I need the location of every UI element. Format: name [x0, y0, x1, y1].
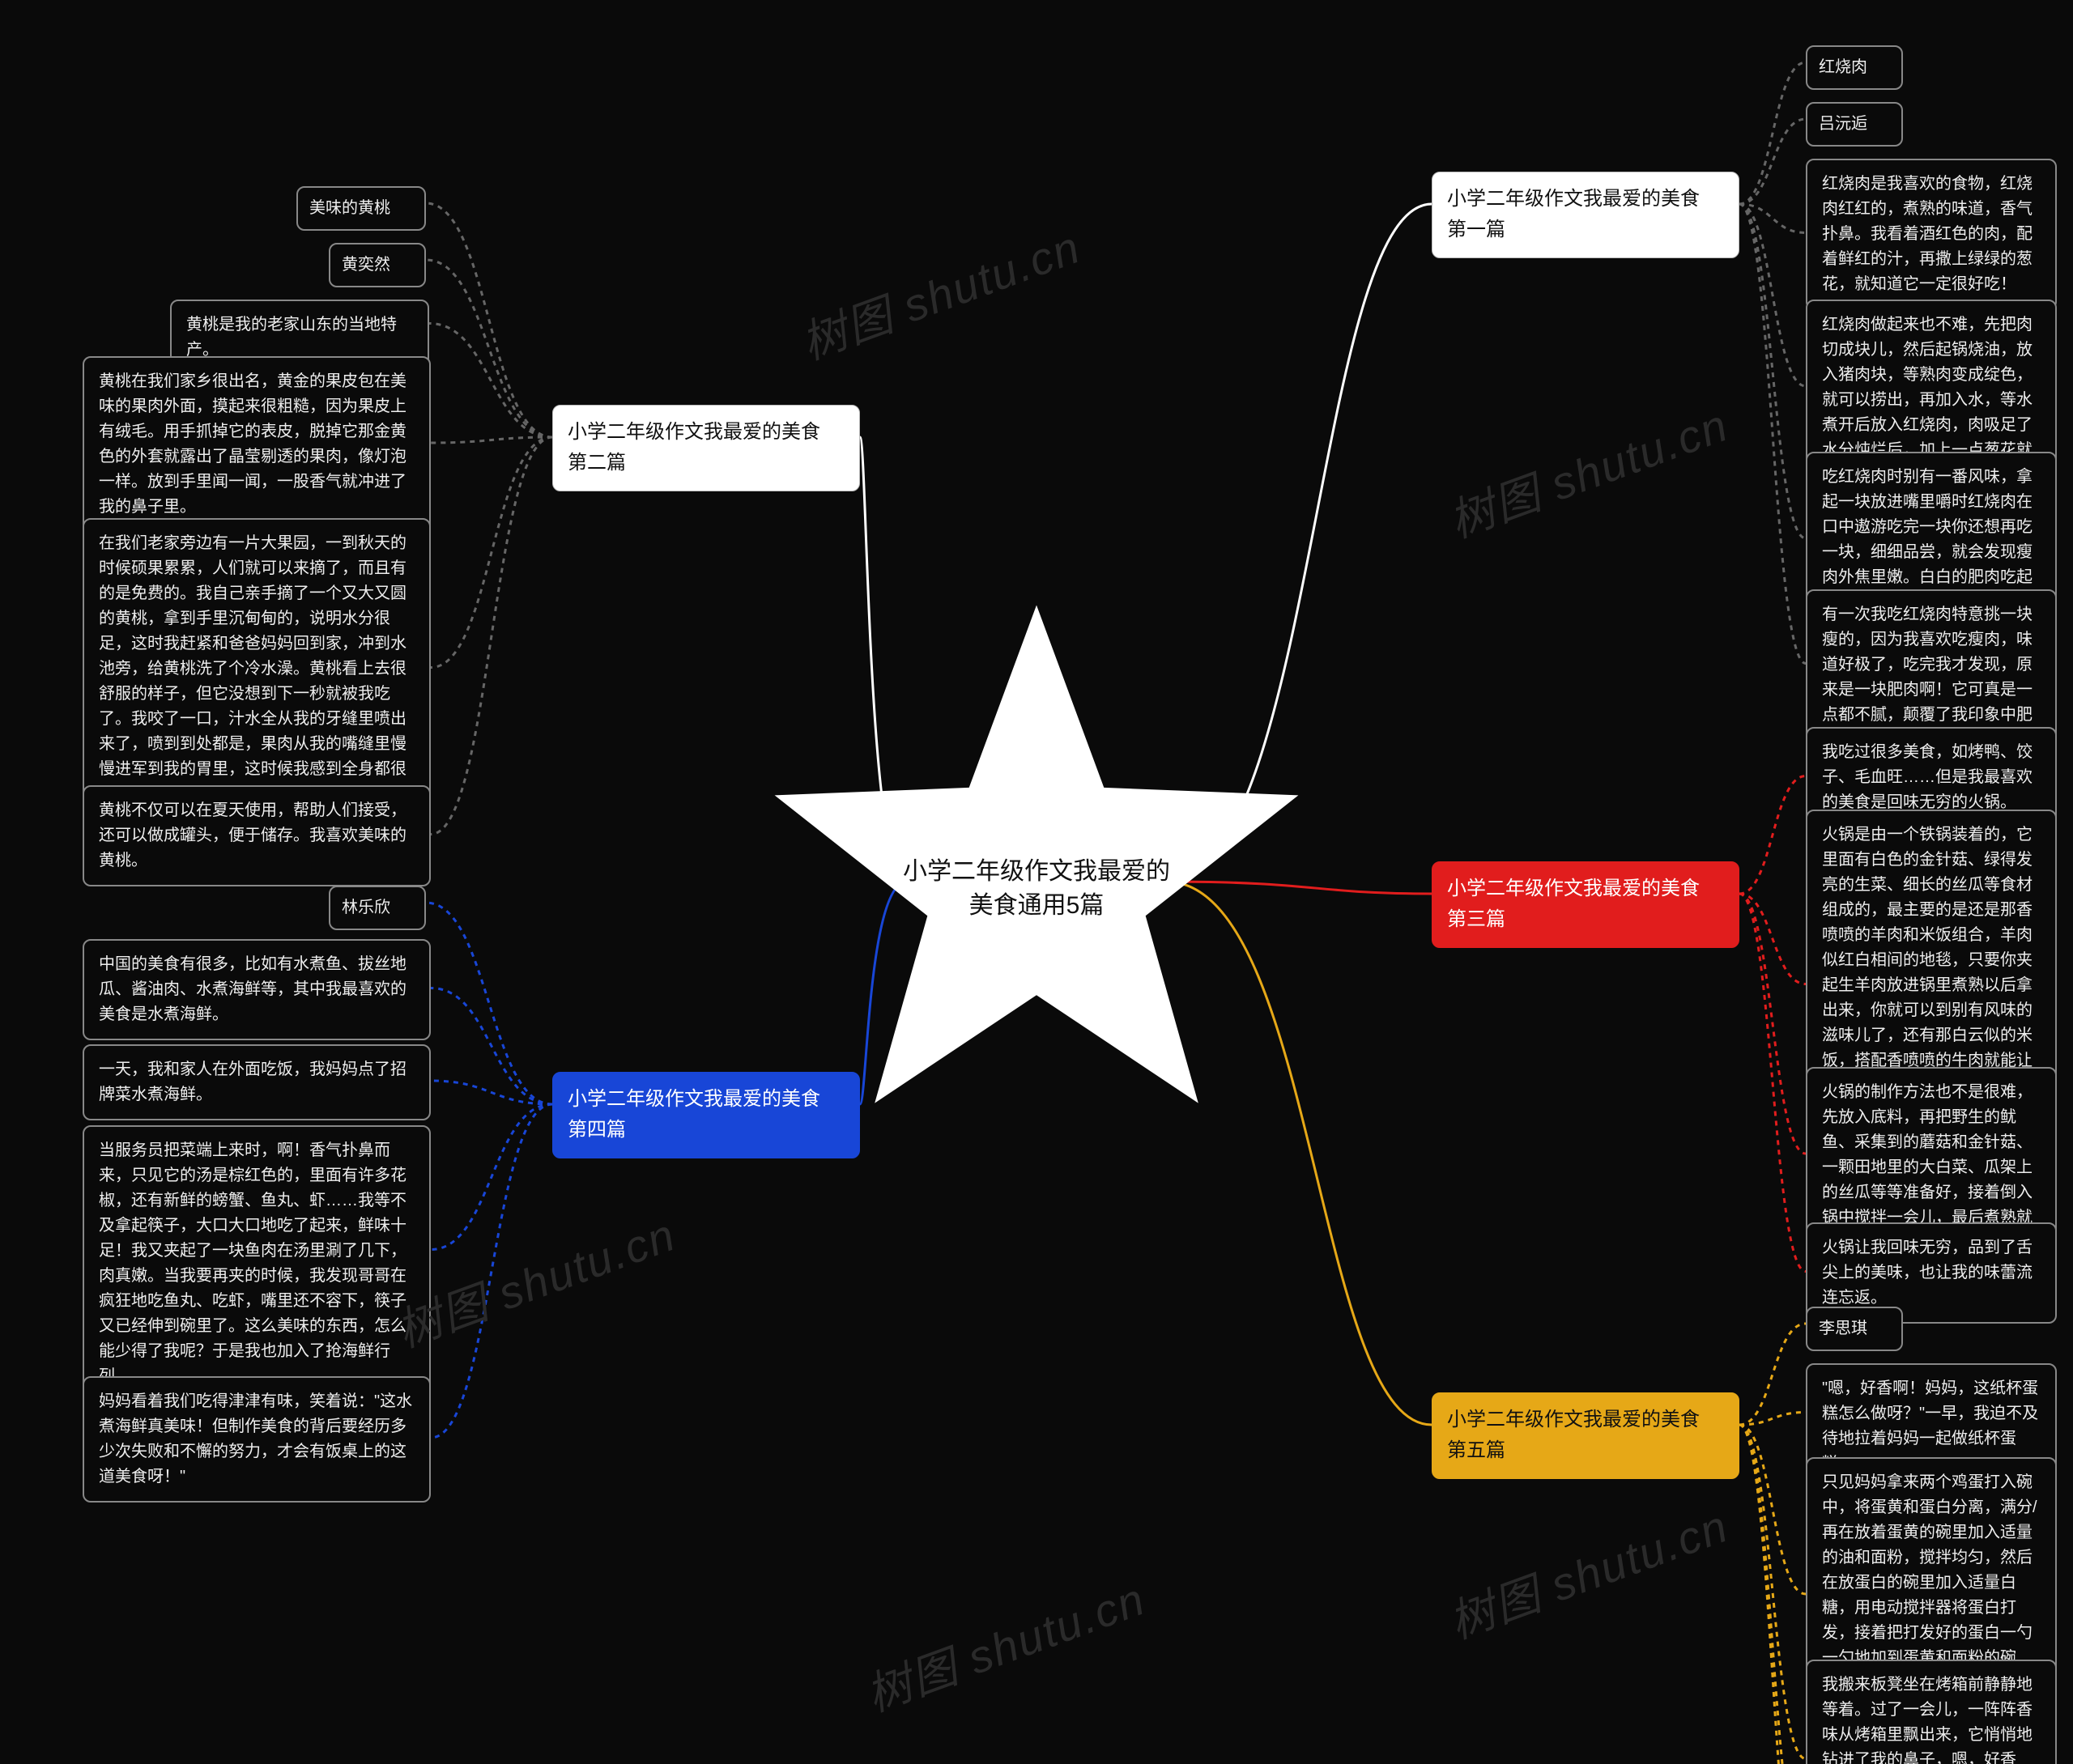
leaf-node: 黄桃不仅可以在夏天使用，帮助人们接受，还可以做成罐头，便于储存。我喜欢美味的黄桃…	[83, 785, 431, 886]
leaf-node: 当服务员把菜端上来时，啊！香气扑鼻而来，只见它的汤是棕红色的，里面有许多花椒，还…	[83, 1125, 431, 1402]
leaf-node: 在我们老家旁边有一片大果园，一到秋天的时候硕果累累，人们就可以来摘了，而且有的是…	[83, 518, 431, 820]
center-title: 小学二年级作文我最爱的 美食通用5篇	[891, 855, 1182, 923]
leaf-node: 中国的美食有很多，比如有水煮鱼、拔丝地瓜、酱油肉、水煮海鲜等，其中我最喜欢的美食…	[83, 939, 431, 1040]
leaf-node: 红烧肉是我喜欢的食物，红烧肉红红的，煮熟的味道，香气扑鼻。我看着酒红色的肉，配着…	[1806, 159, 2057, 310]
leaf-node: 美味的黄桃	[296, 186, 426, 231]
leaf-node: 李思琪	[1806, 1307, 1903, 1351]
leaf-node: 一天，我和家人在外面吃饭，我妈妈点了招牌菜水煮海鲜。	[83, 1044, 431, 1120]
watermark-text: 树图 shutu.cn	[386, 1199, 683, 1361]
watermark-text: 树图 shutu.cn	[791, 211, 1088, 373]
leaf-node: 林乐欣	[329, 886, 426, 930]
watermark-text: 树图 shutu.cn	[856, 1563, 1153, 1725]
branch-node[interactable]: 小学二年级作文我最爱的美食 第四篇	[552, 1072, 860, 1158]
watermark-text: 树图 shutu.cn	[1439, 389, 1736, 551]
leaf-node: 红烧肉	[1806, 45, 1903, 90]
watermark-text: 树图 shutu.cn	[1439, 1490, 1736, 1652]
leaf-node: 吕沅逅	[1806, 102, 1903, 147]
branch-node[interactable]: 小学二年级作文我最爱的美食 第二篇	[552, 405, 860, 491]
mindmap-canvas: 小学二年级作文我最爱的 美食通用5篇 小学二年级作文我最爱的美食 第一篇 红烧肉吕…	[0, 0, 2073, 1764]
branch-node[interactable]: 小学二年级作文我最爱的美食 第三篇	[1432, 861, 1739, 948]
leaf-node: 我搬来板凳坐在烤箱前静静地等着。过了一会儿，一阵阵香味从烤箱里飘出来，它悄悄地钻…	[1806, 1660, 2057, 1764]
leaf-node: 黄奕然	[329, 243, 426, 287]
branch-node[interactable]: 小学二年级作文我最爱的美食 第一篇	[1432, 172, 1739, 258]
leaf-node: 妈妈看着我们吃得津津有味，笑着说："这水煮海鲜真美味！但制作美食的背后要经历多少…	[83, 1376, 431, 1503]
leaf-node: 黄桃在我们家乡很出名，黄金的果皮包在美味的果肉外面，摸起来很粗糙，因为果皮上有绒…	[83, 356, 431, 533]
branch-node[interactable]: 小学二年级作文我最爱的美食 第五篇	[1432, 1392, 1739, 1479]
